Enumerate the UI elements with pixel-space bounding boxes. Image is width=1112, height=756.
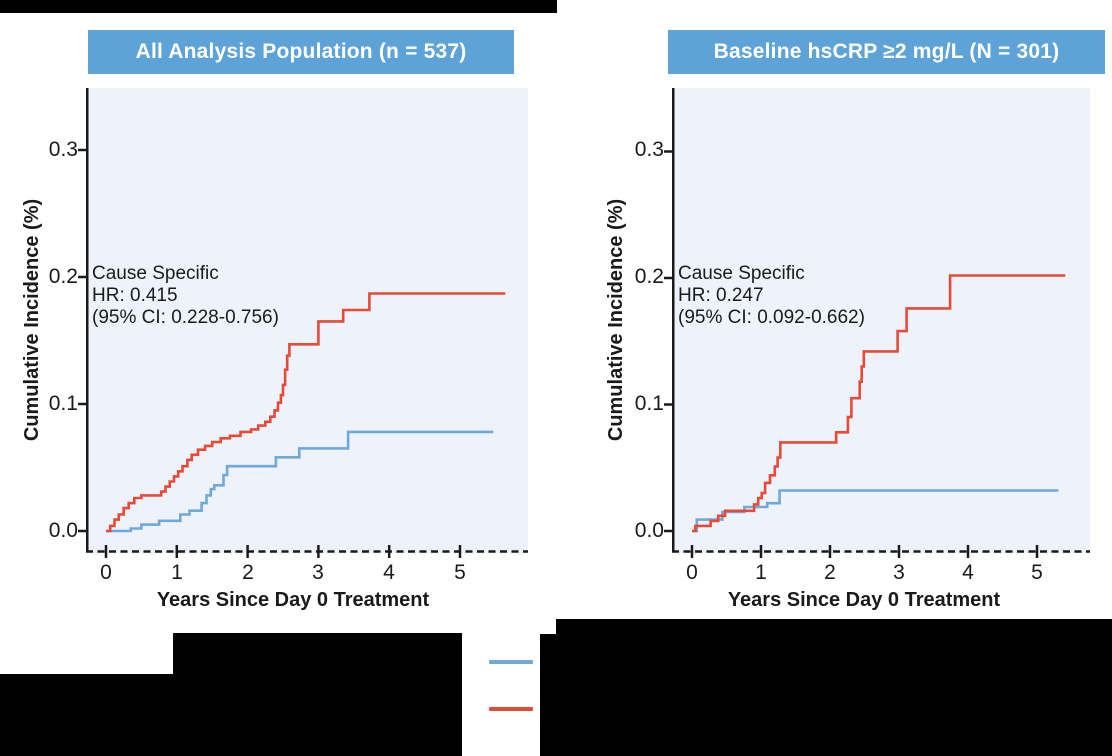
right-xtick-5: 5 (1031, 561, 1043, 584)
redaction-bottom-left-lower (0, 674, 173, 756)
redaction-top-bar (0, 0, 557, 13)
right-xtick-4: 4 (962, 561, 974, 584)
redaction-bottom-right-edge (540, 634, 556, 756)
left-survival-curves-svg (78, 88, 528, 558)
right-plot-area: Cause Specific HR: 0.247 (95% CI: 0.092-… (664, 88, 1090, 558)
left-x-axis-title: Years Since Day 0 Treatment (156, 589, 430, 611)
left-y-axis-title: Cumulative Incidence (%) (21, 198, 43, 442)
legend-key-red-series (489, 707, 533, 711)
annotation-line: HR: 0.415 (92, 285, 178, 306)
legend-key-blue-series (489, 660, 533, 664)
left-xtick-4: 4 (383, 561, 395, 584)
left-xtick-2: 2 (242, 561, 254, 584)
right-y-axis-title: Cumulative Incidence (%) (605, 198, 627, 442)
right-survival-curves-svg (664, 88, 1090, 558)
left-ytick-0.2: 0.2 (48, 265, 78, 288)
annotation-line: HR: 0.247 (678, 285, 764, 306)
left-ytick-0.1: 0.1 (48, 392, 78, 415)
annotation-line: Cause Specific (92, 263, 219, 284)
left-plot-area: Cause Specific HR: 0.415 (95% CI: 0.228-… (78, 88, 528, 558)
right-ytick-0.1: 0.1 (634, 392, 664, 415)
annotation-line: Cause Specific (678, 263, 805, 284)
left-xtick-3: 3 (312, 561, 324, 584)
right-xtick-0: 0 (686, 561, 698, 584)
left-hr-annotation: Cause Specific HR: 0.415 (95% CI: 0.228-… (92, 263, 279, 329)
redaction-bottom-right-upper (556, 619, 1112, 756)
left-xtick-1: 1 (171, 561, 183, 584)
annotation-line: (95% CI: 0.092-0.662) (678, 307, 865, 328)
annotation-line: (95% CI: 0.228-0.756) (92, 307, 279, 328)
left-xtick-5: 5 (454, 561, 466, 584)
redaction-bottom-left-upper (173, 633, 462, 756)
left-ytick-0.0: 0.0 (48, 519, 78, 542)
right-ytick-0.0: 0.0 (634, 519, 664, 542)
right-hr-annotation: Cause Specific HR: 0.247 (95% CI: 0.092-… (678, 263, 865, 329)
right-x-axis-title: Years Since Day 0 Treatment (727, 589, 1001, 611)
right-ytick-0.3: 0.3 (634, 138, 664, 161)
right-xtick-2: 2 (824, 561, 836, 584)
right-ytick-0.2: 0.2 (634, 265, 664, 288)
left-panel-title: All Analysis Population (n = 537) (88, 30, 514, 74)
right-xtick-1: 1 (755, 561, 767, 584)
left-ytick-0.3: 0.3 (48, 138, 78, 161)
right-panel-title: Baseline hsCRP ≥2 mg/L (N = 301) (668, 30, 1105, 74)
left-xtick-0: 0 (100, 561, 112, 584)
right-xtick-3: 3 (893, 561, 905, 584)
